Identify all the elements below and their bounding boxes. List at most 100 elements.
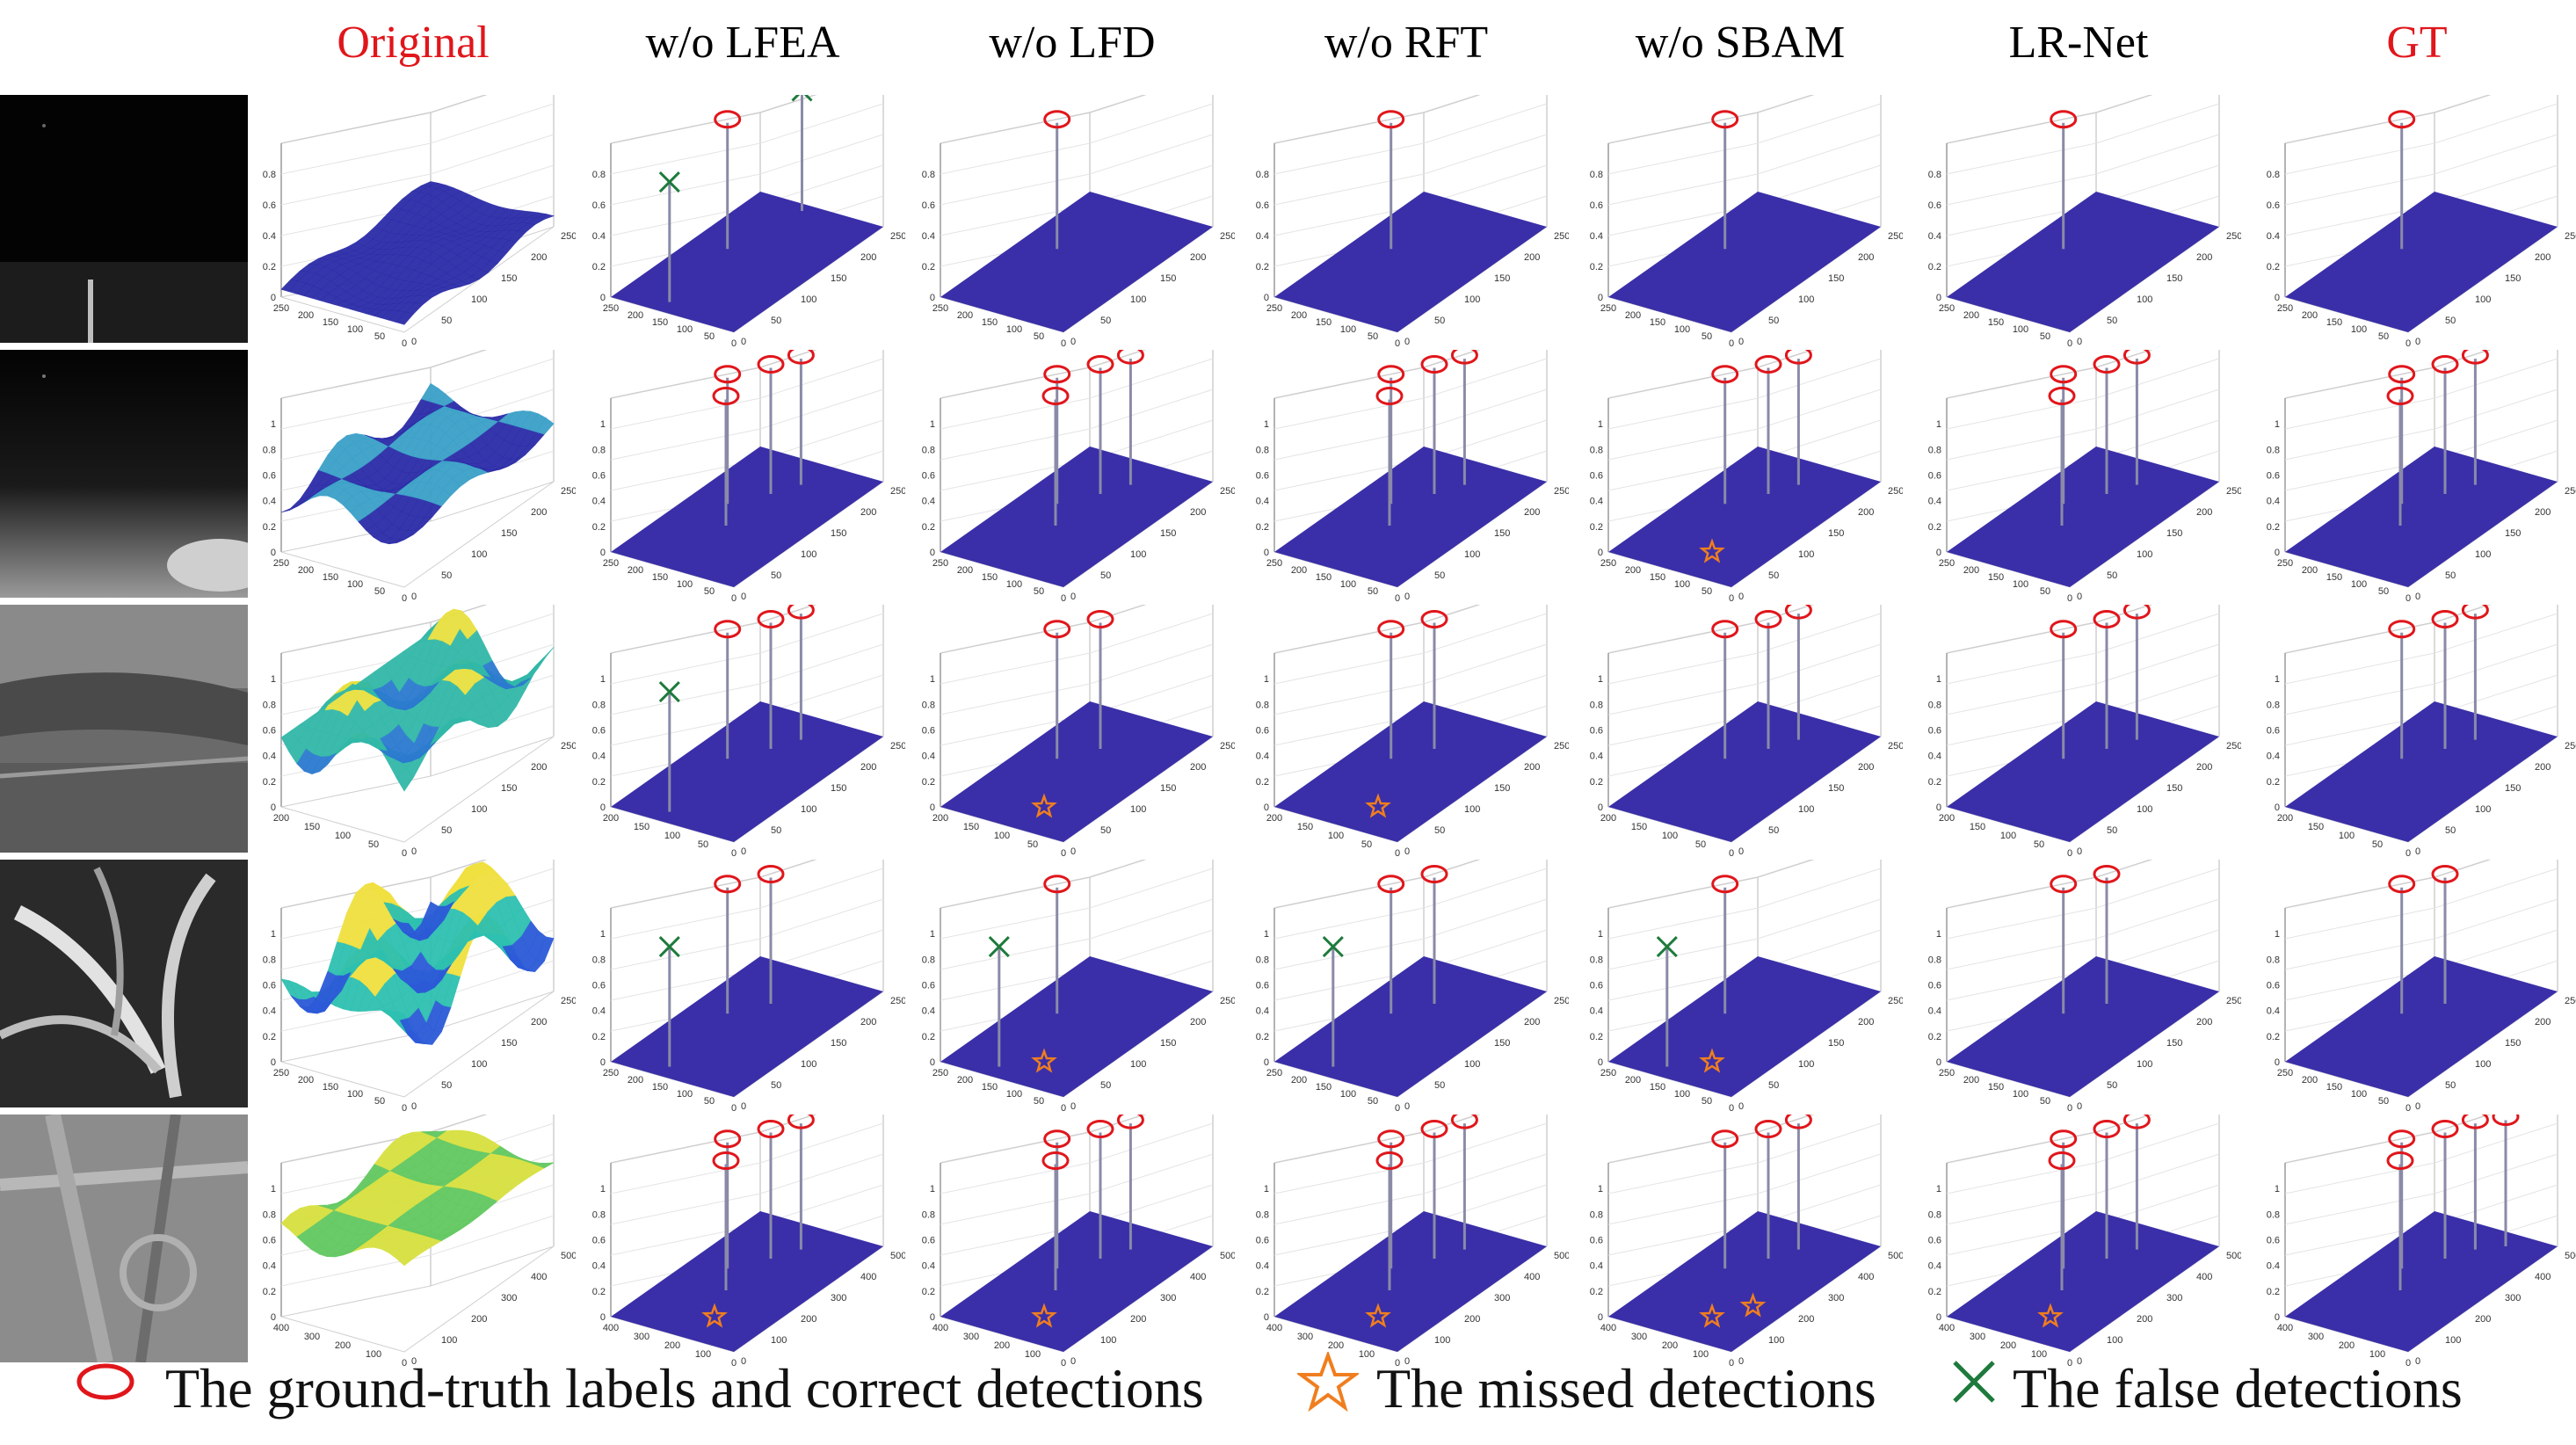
y-tick-label: 0 [2405,1103,2411,1114]
y-tick-label: 200 [664,1340,680,1351]
detection-plot-row-2-col-4: 0 0.2 0.4 0.6 0.8 1 0 50 100 150 200 250 0 50 100 150 20… [1578,350,1903,605]
correct-detection-marker [2388,875,2416,894]
detection-plane [611,701,883,842]
y-tick-label: 50 [1034,331,1044,342]
z-tick-label: 0.6 [592,726,606,737]
correct-detection-marker [2388,365,2416,384]
x-tick-label: 150 [1828,528,1844,539]
y-tick-label: 150 [1988,572,2004,583]
x-tick-label: 200 [2137,1314,2152,1325]
original-image-2 [0,350,248,598]
x-tick-label: 300 [501,1293,517,1303]
x-tick-label: 100 [2107,1335,2122,1346]
detection-plane [611,192,883,332]
x-tick-label: 200 [531,762,547,773]
x-tick-label: 500 [561,1251,576,1261]
z-tick-label: 0.8 [1590,1209,1603,1220]
y-tick-label: 50 [368,839,379,850]
y-tick-label: 0 [731,338,737,349]
detection-plot-row-5-col-2: 0 0.2 0.4 0.6 0.8 1 0 100 200 300 400 0 100 200 300 400… [910,1115,1235,1369]
y-tick-label: 50 [2040,331,2050,342]
z-tick-label: 0.6 [2267,981,2280,991]
y-tick-label: 200 [1266,813,1282,824]
z-tick-label: 0 [930,802,935,813]
y-tick-label: 250 [2277,303,2293,314]
original-image-3 [0,605,248,853]
y-tick-label: 100 [2369,1349,2385,1360]
detection-plot [1274,110,1547,332]
correct-detection-marker [1041,1151,1070,1170]
x-tick-label: 50 [1434,825,1445,836]
y-tick-label: 0 [2405,338,2411,349]
correct-detection-marker [2122,350,2151,365]
z-tick-label: 0.6 [922,981,935,991]
y-tick-label: 400 [1600,1323,1616,1333]
column-header-3: w/o RFT [1324,18,1489,68]
surface-plot-row-4: 0 0.2 0.4 0.6 0.8 1 0 50 100 150 200 250 0 50 100 150 20… [250,860,576,1115]
y-tick-label: 0 [1729,338,1734,349]
y-tick-label: 300 [2308,1332,2324,1342]
column-header-2: w/o LFD [989,18,1156,68]
x-tick-label: 100 [1130,804,1146,815]
y-tick-label: 0 [1061,338,1066,349]
correct-detection-marker [2093,865,2121,883]
z-tick-label: 0 [1598,1312,1603,1323]
x-tick-label: 500 [2226,1251,2241,1261]
x-tick-label: 50 [2445,316,2456,326]
x-tick-label: 200 [1524,507,1540,518]
y-tick-label: 100 [1662,831,1678,841]
z-tick-label: 0.2 [263,1287,276,1297]
z-tick-label: 0.2 [1590,262,1603,272]
missed-detection-marker [1699,538,1725,563]
legend-missed-label: The missed detections [1376,1357,1876,1420]
y-tick-label: 0 [2067,338,2072,349]
z-tick-label: 0.4 [922,752,935,762]
x-tick-label: 50 [1100,316,1111,326]
y-tick-label: 150 [2326,1082,2342,1093]
x-tick-label: 100 [1130,294,1146,305]
y-tick-label: 100 [664,831,680,841]
z-tick-label: 0 [2275,1312,2280,1323]
z-tick-label: 0.2 [922,1287,935,1297]
axes-box: 00.20.40.60.8050100150200250050100150200… [1928,95,2241,349]
original-image-1 [0,95,248,343]
x-tick-label: 250 [2226,486,2241,497]
y-tick-label: 250 [2277,558,2293,569]
x-tick-label: 100 [471,1059,487,1070]
false-detection-marker [1656,936,1678,958]
z-tick-label: 0.8 [922,170,935,180]
correct-detection-marker [2093,355,2121,374]
z-tick-label: 0.6 [1928,471,1941,482]
y-tick-label: 150 [323,572,338,583]
z-tick-label: 0.6 [922,726,935,737]
x-tick-label: 250 [1888,486,1903,497]
detection-plot [2285,350,2558,587]
y-tick-label: 250 [1939,303,1955,314]
x-tick-label: 400 [2196,1272,2212,1282]
detection-plot [1608,350,1881,587]
x-tick-label: 300 [1160,1293,1176,1303]
correct-detection-marker [2050,110,2078,129]
correct-detection-marker [2431,610,2459,628]
x-tick-label: 200 [2196,762,2212,773]
detection-plot [2285,605,2558,842]
y-tick-label: 100 [677,324,693,335]
detection-plot [1274,610,1547,842]
x-tick-label: 50 [1768,316,1779,326]
z-tick-label: 0.4 [263,752,276,762]
x-tick-label: 0 [2415,337,2420,347]
x-tick-label: 100 [801,804,816,815]
correct-detection-marker [2461,350,2489,365]
x-tick-label: 0 [2077,337,2082,347]
y-tick-label: 100 [994,831,1010,841]
z-tick-label: 0.8 [922,955,935,965]
z-tick-label: 0 [271,802,276,813]
missed-detection-marker [1699,1303,1725,1328]
y-tick-label: 100 [366,1349,381,1360]
z-tick-label: 0.4 [1928,1261,1941,1272]
correct-detection-marker [2048,1151,2076,1170]
y-tick-label: 400 [1939,1323,1955,1333]
z-tick-label: 0.8 [1256,445,1269,455]
detection-plot [940,875,1213,1097]
y-tick-label: 200 [1291,1075,1307,1086]
